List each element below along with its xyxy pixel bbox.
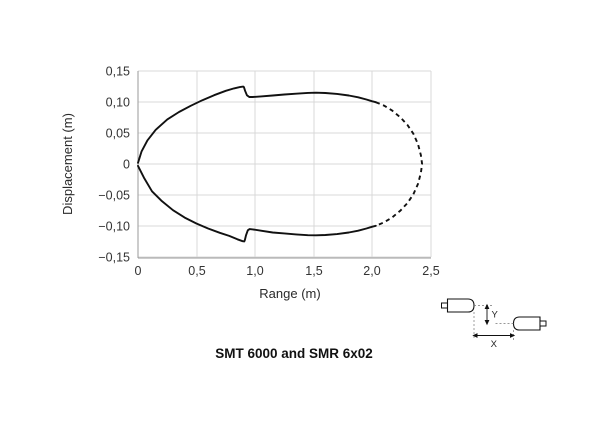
y-tick-neg0_10: −0,10 xyxy=(98,220,130,234)
y-tick-labels: 0,15 0,10 0,05 0 −0,05 −0,10 −0,15 xyxy=(98,65,130,265)
y-arrowhead-bottom xyxy=(484,320,490,326)
x-arrowhead-right xyxy=(510,333,516,338)
transducer-offset-diagram: Y X xyxy=(441,298,547,350)
x-tick-0: 0 xyxy=(135,264,142,278)
curve-lower-branch xyxy=(137,164,377,243)
x-tick-2_0: 2,0 xyxy=(363,264,380,278)
x-tick-1_5: 1,5 xyxy=(305,264,322,278)
x-tick-1_0: 1,0 xyxy=(246,264,263,278)
x-arrowhead-left xyxy=(472,333,478,338)
x-axis-title: Range (m) xyxy=(259,286,320,301)
curve-nose-dashed xyxy=(375,101,424,227)
upper-transducer-body xyxy=(446,298,475,313)
y-tick-0_15: 0,15 xyxy=(106,65,130,79)
y-tick-neg0_05: −0,05 xyxy=(98,189,130,203)
x-tick-0_5: 0,5 xyxy=(188,264,205,278)
y-tick-neg0_15: −0,15 xyxy=(98,251,130,265)
y-arrowhead-top xyxy=(484,303,490,309)
lower-transducer-body xyxy=(512,316,541,331)
upper-transducer-connector xyxy=(441,302,448,309)
x-dimension-arrow: X xyxy=(472,333,516,350)
curve-upper-branch xyxy=(137,85,377,164)
y-axis-title: Displacement (m) xyxy=(60,113,75,215)
lower-transducer-icon xyxy=(512,316,547,331)
gridlines-horizontal xyxy=(138,70,431,258)
upper-transducer-icon xyxy=(441,298,475,313)
x-tick-labels: 0 0,5 1,0 1,5 2,0 2,5 xyxy=(135,264,440,278)
x-tick-2_5: 2,5 xyxy=(422,264,439,278)
y-dimension-arrow: Y xyxy=(484,303,499,326)
y-tick-0_10: 0,10 xyxy=(106,96,130,110)
lower-transducer-connector xyxy=(539,320,547,327)
y-tick-0: 0 xyxy=(123,158,130,172)
y-dimension-label: Y xyxy=(492,310,499,321)
chart-title: SMT 6000 and SMR 6x02 xyxy=(215,346,373,361)
y-tick-0_05: 0,05 xyxy=(106,127,130,141)
x-dimension-label: X xyxy=(491,339,498,350)
